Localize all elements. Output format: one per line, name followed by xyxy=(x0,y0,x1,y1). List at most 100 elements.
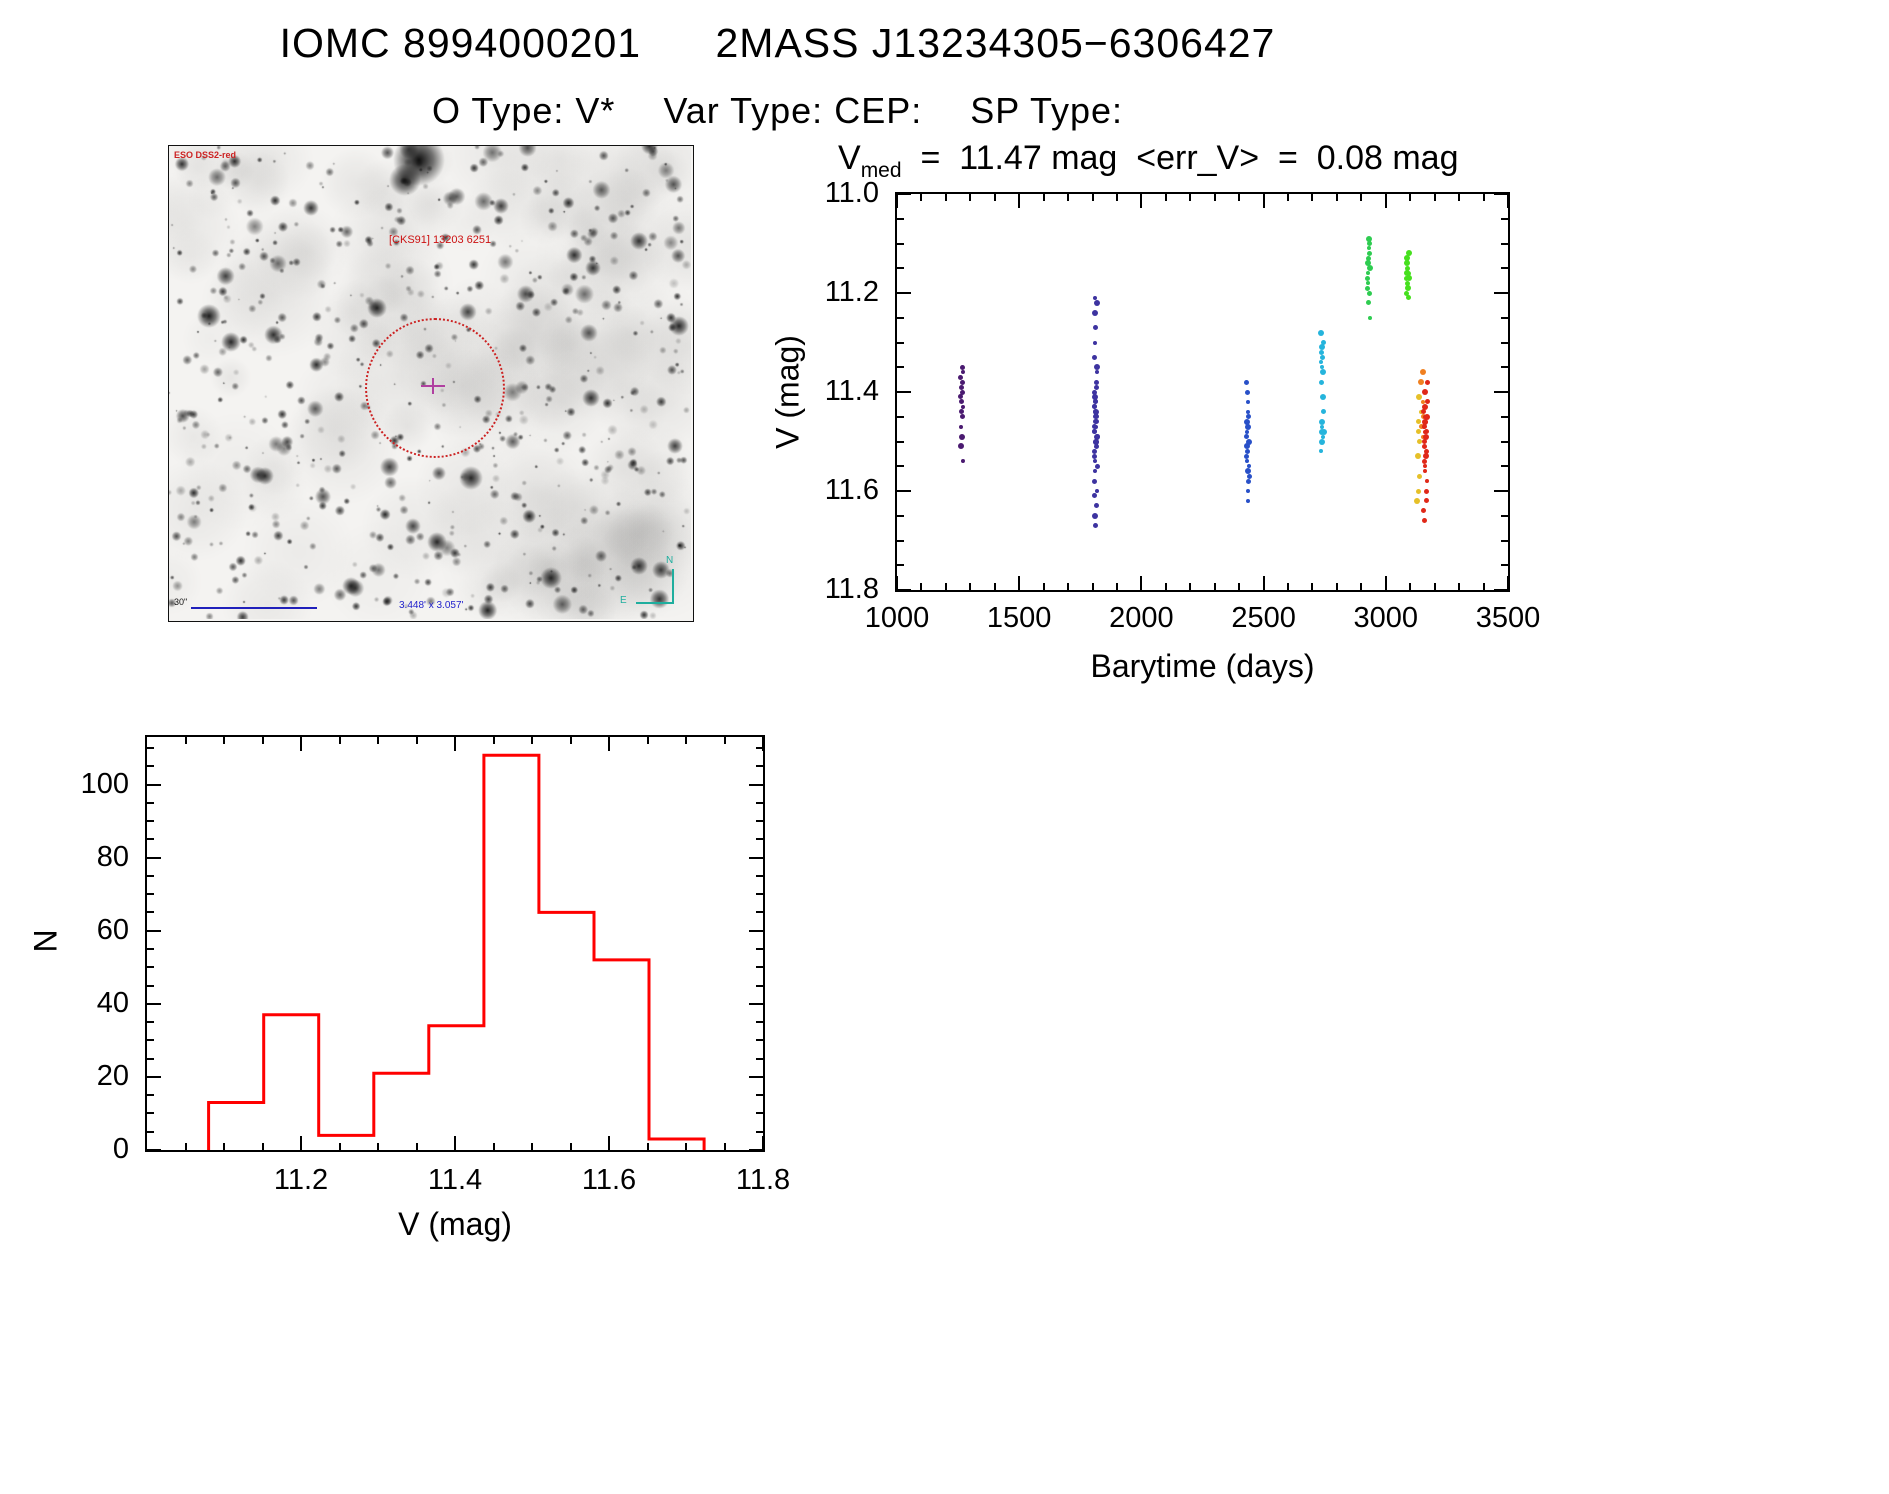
data-point xyxy=(1092,469,1097,474)
tick-label: 11.8 xyxy=(824,573,879,605)
axis-tick xyxy=(756,1039,763,1042)
axis-tick xyxy=(1501,514,1508,517)
data-point xyxy=(1092,408,1099,415)
fov-label: 3.448' x 3.057' xyxy=(399,600,464,611)
axis-tick xyxy=(147,911,154,914)
data-point xyxy=(1421,443,1427,449)
data-point xyxy=(1245,448,1251,454)
data-point xyxy=(1319,393,1326,400)
axis-tick xyxy=(897,316,904,319)
object-type-label: O Type: V* xyxy=(432,90,616,131)
axis-tick xyxy=(749,1002,763,1005)
axis-tick xyxy=(756,1094,763,1097)
data-point xyxy=(1364,285,1370,291)
axis-tick xyxy=(993,583,996,590)
axis-tick xyxy=(1238,583,1241,590)
data-point xyxy=(1319,449,1324,454)
tick-label: 80 xyxy=(96,840,129,873)
axis-tick xyxy=(749,1149,763,1151)
data-point xyxy=(1094,463,1100,469)
axis-tick xyxy=(1287,194,1290,201)
axis-tick xyxy=(147,838,154,841)
data-point xyxy=(1418,379,1424,386)
axis-tick xyxy=(300,737,302,751)
data-point xyxy=(1092,448,1098,454)
data-point xyxy=(957,443,964,450)
data-point xyxy=(1367,250,1373,256)
axis-tick xyxy=(377,1143,379,1150)
data-point xyxy=(1245,489,1250,493)
axis-tick xyxy=(1287,583,1290,590)
axis-tick xyxy=(531,1143,533,1150)
data-point xyxy=(1421,508,1427,514)
data-point xyxy=(1246,414,1252,420)
data-point xyxy=(1093,384,1099,390)
finder-chart-panel: ESO DSS2-red [CKS91] 13203 6251 30" 3.44… xyxy=(168,145,694,622)
axis-tick xyxy=(944,583,947,590)
axis-tick xyxy=(1501,267,1508,270)
axis-tick xyxy=(415,1143,418,1150)
data-point xyxy=(1415,488,1421,494)
data-point xyxy=(1094,424,1099,429)
data-point xyxy=(1246,478,1252,484)
axis-tick xyxy=(1360,194,1363,201)
data-point xyxy=(1420,399,1425,404)
data-point xyxy=(1244,468,1251,475)
axis-tick xyxy=(300,1136,302,1150)
data-point xyxy=(1404,255,1411,262)
axis-tick xyxy=(1140,194,1143,208)
tick-label: 60 xyxy=(96,913,129,946)
tick-label: 11.2 xyxy=(273,1164,329,1196)
data-point xyxy=(1093,459,1098,464)
compass-north-label: N xyxy=(666,555,674,566)
axis-tick xyxy=(756,746,763,749)
axis-tick xyxy=(1189,583,1192,590)
data-point xyxy=(1092,438,1099,445)
data-point xyxy=(1422,424,1426,429)
axis-tick xyxy=(147,984,154,987)
axis-tick xyxy=(1018,194,1021,208)
data-point xyxy=(959,384,965,390)
axis-tick xyxy=(1501,440,1508,443)
data-point xyxy=(1367,315,1372,320)
data-point xyxy=(1246,473,1252,479)
data-point xyxy=(1424,419,1429,424)
axis-tick xyxy=(147,1149,161,1151)
figure-title: IOMC 8994000201 2MASS J13234305−6306427 xyxy=(0,20,1555,67)
data-point xyxy=(1319,379,1325,385)
data-point xyxy=(1092,478,1098,484)
data-point xyxy=(1093,295,1098,300)
axis-tick xyxy=(147,765,154,768)
data-point xyxy=(958,374,964,380)
axis-tick xyxy=(147,1075,161,1078)
axis-tick xyxy=(184,1143,187,1150)
axis-tick xyxy=(1501,539,1508,542)
tick-label: 11.8 xyxy=(735,1164,791,1196)
axis-tick xyxy=(756,947,763,950)
scale-label: 30" xyxy=(174,597,188,607)
axis-tick xyxy=(184,737,187,744)
target-marker-icon xyxy=(432,378,434,394)
axis-tick xyxy=(944,194,947,201)
data-point xyxy=(958,424,963,429)
variability-type-label: Var Type: CEP: xyxy=(663,90,923,131)
vmed-value-text: = 11.47 mag <err_V> = 0.08 mag xyxy=(901,139,1459,177)
histogram-path xyxy=(207,753,706,1150)
axis-tick xyxy=(897,366,904,369)
axis-tick xyxy=(147,1002,161,1005)
axis-tick xyxy=(147,801,154,804)
tick-label: 11.6 xyxy=(824,474,879,506)
axis-tick xyxy=(147,746,154,749)
data-point xyxy=(960,364,966,370)
data-point xyxy=(1365,271,1370,276)
data-point xyxy=(1421,518,1427,524)
data-point xyxy=(1093,399,1099,405)
tick-label: 11.4 xyxy=(427,1164,483,1196)
axis-tick xyxy=(749,783,763,786)
axis-tick xyxy=(1482,583,1485,590)
data-point xyxy=(1243,379,1249,385)
compass-north-axis xyxy=(672,569,674,603)
axis-tick xyxy=(756,765,763,768)
axis-tick xyxy=(1115,194,1118,201)
data-point xyxy=(1422,439,1427,444)
